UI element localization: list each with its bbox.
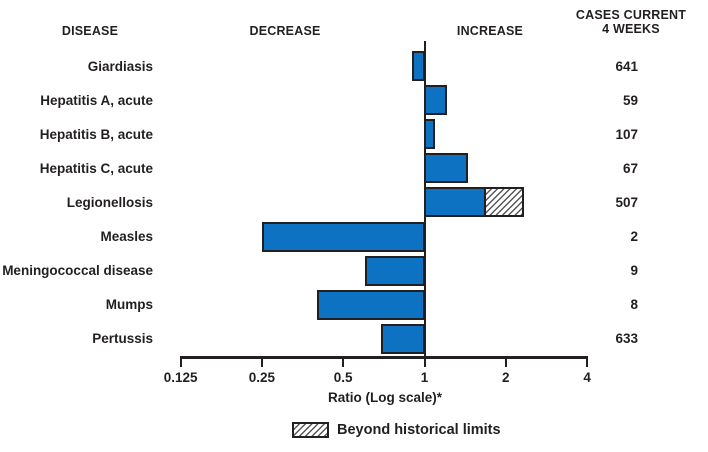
- legend: Beyond historical limits: [292, 421, 501, 439]
- cases-value: 633: [615, 331, 638, 347]
- cases-value: 107: [615, 126, 638, 142]
- ratio-bar: [423, 119, 435, 150]
- beyond-limits-bar: [484, 187, 524, 218]
- cases-value: 2: [630, 229, 638, 244]
- x-axis-label: Ratio (Log scale)*: [327, 390, 443, 405]
- axis-tick-label: 4: [583, 370, 591, 385]
- axis-tick-label: 0.125: [163, 370, 198, 385]
- column-header-disease: DISEASE: [61, 24, 119, 38]
- ratio-bar: [364, 255, 426, 286]
- column-header-cases-current-4-weeks: CASES CURRENT 4 WEEKS: [566, 8, 696, 36]
- legend-hatched-swatch-icon: [292, 422, 329, 438]
- legend-label: Beyond historical limits: [337, 422, 501, 438]
- axis-tick: [423, 356, 426, 367]
- disease-label: Legionellosis: [66, 194, 153, 210]
- x-axis-line: [179, 356, 589, 359]
- disease-label: Measles: [100, 229, 153, 244]
- axis-tick: [179, 356, 182, 367]
- disease-label: Giardiasis: [87, 58, 153, 74]
- axis-tick: [260, 356, 263, 367]
- cases-value: 9: [630, 263, 638, 279]
- ratio-bar: [261, 221, 426, 252]
- cases-header-line1: CASES CURRENT: [575, 8, 687, 22]
- axis-tick-label: 1: [420, 370, 429, 385]
- axis-tick: [342, 356, 345, 367]
- column-header-decrease: DECREASE: [249, 24, 321, 38]
- disease-label: Hepatitis A, acute: [40, 92, 153, 108]
- disease-label: Hepatitis B, acute: [39, 126, 153, 142]
- cases-value: 59: [622, 92, 638, 108]
- column-header-increase: INCREASE: [456, 24, 524, 38]
- ratio-bar: [380, 323, 426, 354]
- ratio-bar: [423, 153, 469, 184]
- disease-label: Hepatitis C, acute: [39, 160, 153, 176]
- disease-label: Meningococcal disease: [2, 263, 153, 279]
- cases-value: 67: [622, 160, 638, 176]
- ratio-bar: [412, 51, 426, 81]
- disease-label: Pertussis: [92, 331, 153, 347]
- cases-value: 641: [615, 58, 638, 74]
- cases-value: 8: [630, 297, 638, 313]
- ratio-bar: [423, 187, 487, 218]
- cases-header-line2: 4 WEEKS: [602, 22, 660, 36]
- axis-tick-label: 0.5: [333, 370, 353, 385]
- axis-tick: [586, 356, 589, 367]
- axis-tick: [504, 356, 507, 367]
- disease-label: Mumps: [105, 297, 153, 313]
- axis-tick-label: 0.25: [248, 370, 276, 385]
- axis-tick-label: 2: [502, 370, 510, 385]
- cases-value: 507: [615, 194, 638, 210]
- ratio-bar: [317, 289, 426, 320]
- ratio-bar: [423, 85, 447, 116]
